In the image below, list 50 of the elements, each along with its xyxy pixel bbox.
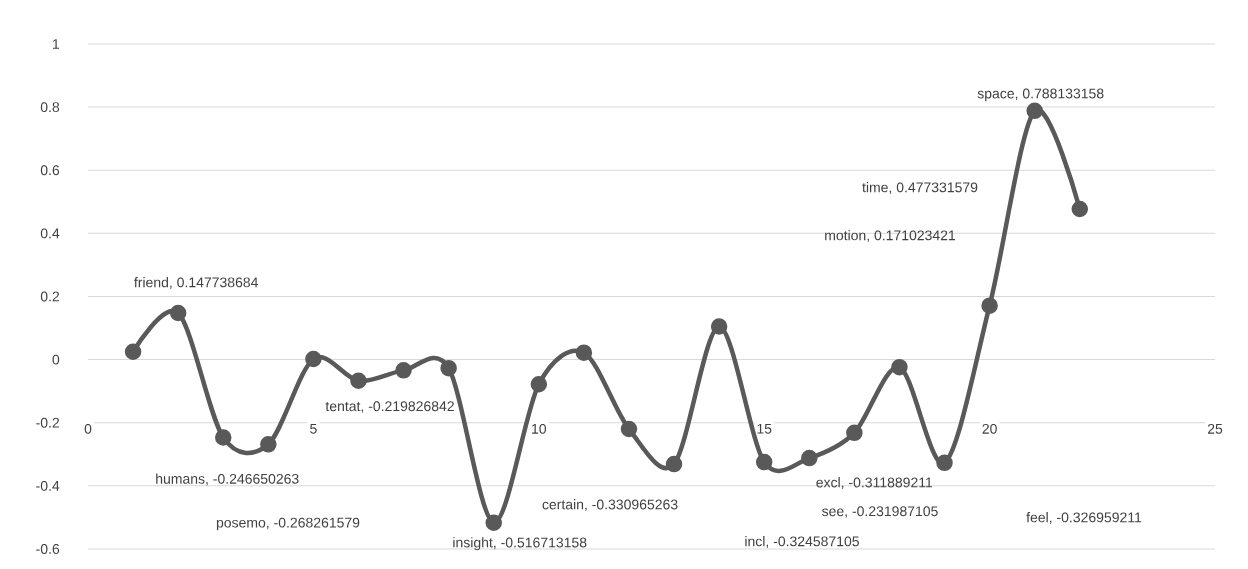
x-tick-label: 0: [84, 423, 92, 434]
annotation: tentat, -0.219826842: [325, 401, 454, 413]
annotation: certain, -0.330965263: [542, 499, 678, 512]
point: [891, 358, 908, 376]
point: [169, 304, 187, 322]
y-tick-label: -0.4: [36, 480, 60, 491]
annotation: incl, -0.324587105: [745, 536, 859, 548]
annotation: excl, -0.311889211: [816, 477, 933, 490]
point: [215, 429, 232, 446]
point: [1026, 102, 1043, 120]
annotation: see, -0.231987105: [822, 506, 938, 518]
point: [620, 420, 638, 438]
point: [755, 453, 773, 471]
y-tick-label: -0.6: [36, 544, 60, 554]
point: [530, 375, 548, 393]
x-tick-label: 15: [757, 423, 772, 434]
point: [440, 359, 457, 377]
y-tick-label: 0: [52, 354, 60, 365]
annotation: feel, -0.326959211: [1026, 512, 1142, 524]
point: [936, 454, 953, 472]
y-tick-label: 0.4: [40, 228, 60, 239]
point: [801, 449, 818, 467]
y-tick-label: -0.2: [36, 417, 60, 428]
point: [485, 514, 502, 531]
point: [710, 318, 728, 335]
x-tick-label: 5: [310, 423, 317, 434]
point: [305, 350, 322, 368]
annotation: friend, 0.147738684: [134, 277, 258, 289]
point: [260, 436, 277, 453]
x-tick-label: 10: [532, 423, 547, 434]
annotation: space, 0.788133158: [977, 88, 1104, 102]
y-tick-label: 0.6: [40, 165, 60, 176]
point: [846, 424, 863, 442]
point: [1071, 200, 1089, 218]
x-tick-label: 25: [1207, 423, 1223, 434]
x-tick-label: 20: [982, 423, 997, 434]
point: [665, 455, 683, 473]
point: [395, 362, 412, 379]
annotation: insight, -0.516713158: [453, 537, 587, 551]
point: [124, 343, 142, 360]
annotation: humans, -0.246650263: [156, 473, 299, 486]
annotation: motion, 0.171023421: [825, 230, 956, 242]
y-tick-label: 0.8: [40, 102, 60, 113]
point: [350, 372, 367, 390]
y-tick-label: 1: [53, 39, 60, 49]
point: [981, 297, 998, 314]
annotation: posemo, -0.268261579: [216, 517, 360, 531]
annotation: time, 0.477331579: [862, 182, 978, 194]
point: [575, 344, 593, 361]
y-tick-label: 0.2: [40, 291, 60, 302]
